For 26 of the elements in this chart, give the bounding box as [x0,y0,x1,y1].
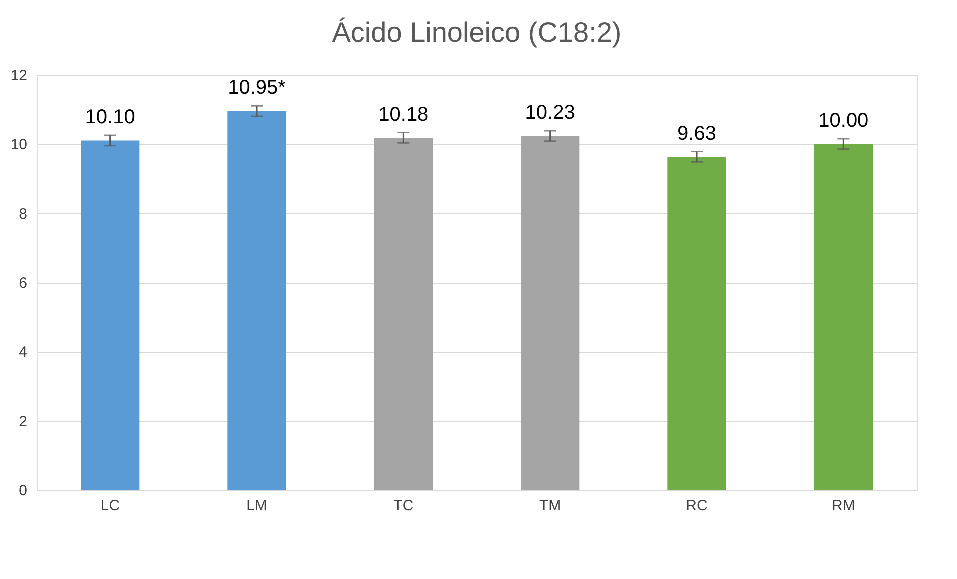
bar [814,144,873,490]
y-tick-label: 8 [19,206,28,223]
x-tick-label: RC [686,498,708,514]
y-tick-label: 2 [19,413,28,430]
y-tick-label: 12 [10,68,28,84]
bar [668,156,726,490]
x-tick-label: LC [100,498,120,514]
data-label: 10.95* [228,77,286,100]
bar [374,138,433,490]
chart-title: Ácido Linoleico (C18:2) [332,17,622,48]
data-label: 10.00 [818,110,869,132]
y-tick-label: 10 [10,136,28,154]
bar [228,111,286,490]
y-tick-label: 0 [19,482,28,500]
bar [81,140,140,490]
x-tick-label: RM [832,498,856,514]
x-tick-label: LM [246,498,268,514]
bar [521,136,580,490]
x-tick-label: TC [394,498,414,514]
x-tick-label: TM [539,498,562,514]
y-tick-label: 4 [19,344,28,362]
data-label: 9.63 [678,122,716,145]
data-label: 10.23 [525,102,576,124]
y-tick-label: 6 [19,275,28,292]
data-label: 10.18 [378,104,429,126]
data-label: 10.10 [85,106,136,129]
